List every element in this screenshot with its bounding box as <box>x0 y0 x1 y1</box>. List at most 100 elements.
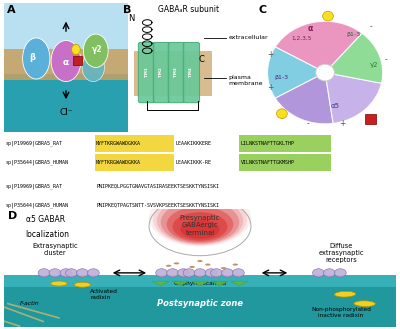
Text: LILNKSTNAFTTGKLTHP: LILNKSTNAFTTGKLTHP <box>240 141 294 146</box>
Text: sp|P35644|GBRA5_HUMAN: sp|P35644|GBRA5_HUMAN <box>6 160 69 165</box>
Text: Extrasynaptic
cluster: Extrasynaptic cluster <box>32 243 78 256</box>
Ellipse shape <box>83 34 108 67</box>
Ellipse shape <box>213 271 218 273</box>
Text: TM1: TM1 <box>144 68 148 77</box>
Ellipse shape <box>38 269 50 277</box>
Text: γ2: γ2 <box>370 62 378 68</box>
Ellipse shape <box>334 291 356 297</box>
Text: LEAAKIKKKERE: LEAAKIKKKERE <box>175 141 211 146</box>
Wedge shape <box>275 73 333 124</box>
Ellipse shape <box>60 269 72 277</box>
Bar <box>239 135 331 152</box>
Ellipse shape <box>51 281 67 286</box>
Ellipse shape <box>66 269 77 277</box>
Ellipse shape <box>197 260 203 262</box>
Ellipse shape <box>49 269 61 277</box>
Ellipse shape <box>166 265 171 267</box>
Text: sp|P35644|GBRA5_HUMAN: sp|P35644|GBRA5_HUMAN <box>6 202 69 208</box>
Wedge shape <box>325 73 382 123</box>
Ellipse shape <box>74 282 91 287</box>
Ellipse shape <box>72 44 80 55</box>
FancyBboxPatch shape <box>153 42 170 103</box>
Ellipse shape <box>222 269 233 277</box>
Text: α: α <box>63 58 69 67</box>
Text: TM3: TM3 <box>174 68 178 77</box>
Text: F-actin: F-actin <box>20 301 39 306</box>
Wedge shape <box>325 33 383 83</box>
Ellipse shape <box>232 269 244 277</box>
Text: LEAAKIKKK-RE: LEAAKIKKK-RE <box>175 160 211 165</box>
Text: +: + <box>339 119 346 128</box>
Ellipse shape <box>194 269 206 277</box>
Text: Activated
radixin: Activated radixin <box>90 290 118 300</box>
Text: Non-phosphorylated
inactive radixin: Non-phosphorylated inactive radixin <box>311 307 371 318</box>
Text: sp|P19969|GBRA5_RAT: sp|P19969|GBRA5_RAT <box>6 140 63 146</box>
Ellipse shape <box>183 269 195 277</box>
Bar <box>4 49 128 65</box>
Text: NYFTKRGWAWDGKKA: NYFTKRGWAWDGKKA <box>96 141 141 146</box>
Text: TM2: TM2 <box>160 68 164 77</box>
Ellipse shape <box>167 207 233 242</box>
Text: 1,2,3,5: 1,2,3,5 <box>292 36 312 40</box>
Text: α5: α5 <box>331 103 340 109</box>
Ellipse shape <box>324 269 335 277</box>
Bar <box>4 74 128 132</box>
Polygon shape <box>191 281 209 286</box>
Ellipse shape <box>157 197 243 244</box>
Ellipse shape <box>334 269 346 277</box>
Text: PNIPKEQLPGGTGNAVGTASIRASEEKTSESKKTYNSISKI: PNIPKEQLPGGTGNAVGTASIRASEEKTSESKKTYNSISK… <box>96 183 219 188</box>
Ellipse shape <box>174 262 179 265</box>
Text: sp|P19969|GBRA5_RAT: sp|P19969|GBRA5_RAT <box>6 183 63 189</box>
Ellipse shape <box>88 269 99 277</box>
Text: PNIPKEQTPAGTSNTT-SVSVKPSEEKTSESKKTYNSISKI: PNIPKEQTPAGTSNTT-SVSVKPSEEKTSESKKTYNSISK… <box>96 203 219 208</box>
Ellipse shape <box>22 38 50 79</box>
Polygon shape <box>172 281 189 286</box>
Text: -: - <box>306 119 309 128</box>
Text: VILNKSTNAFTTGKMSHP: VILNKSTNAFTTGKMSHP <box>240 160 294 165</box>
Ellipse shape <box>172 212 228 240</box>
Text: Cl⁻: Cl⁻ <box>59 108 73 117</box>
Ellipse shape <box>161 201 239 243</box>
Text: C: C <box>259 5 267 14</box>
Ellipse shape <box>232 264 238 266</box>
Bar <box>95 135 174 152</box>
Ellipse shape <box>205 264 210 266</box>
Ellipse shape <box>178 269 190 277</box>
Text: Postsynaptic zone: Postsynaptic zone <box>157 299 243 308</box>
Text: B: B <box>123 5 131 14</box>
Ellipse shape <box>190 266 195 268</box>
Ellipse shape <box>76 269 88 277</box>
Wedge shape <box>268 47 325 98</box>
Ellipse shape <box>354 301 375 307</box>
Bar <box>74 56 82 65</box>
Text: N: N <box>128 14 134 23</box>
Text: A: A <box>6 5 15 14</box>
Text: GABAₐR subunit: GABAₐR subunit <box>158 5 219 13</box>
Text: TM4: TM4 <box>190 68 194 77</box>
Ellipse shape <box>312 269 324 277</box>
Ellipse shape <box>180 220 220 239</box>
Ellipse shape <box>156 269 168 277</box>
Text: NYFTKRGWAWDGKKA: NYFTKRGWAWDGKKA <box>96 160 141 165</box>
Text: β1-3: β1-3 <box>275 75 289 80</box>
Text: plasma
membrane: plasma membrane <box>229 75 263 86</box>
Text: +: + <box>325 12 331 21</box>
Ellipse shape <box>167 269 178 277</box>
Text: β1-3: β1-3 <box>347 32 361 37</box>
FancyBboxPatch shape <box>138 42 155 103</box>
FancyBboxPatch shape <box>168 42 185 103</box>
Text: extracellular: extracellular <box>229 36 268 40</box>
Text: C: C <box>199 55 204 64</box>
Text: localization: localization <box>26 230 70 239</box>
Text: +: + <box>267 50 274 59</box>
Ellipse shape <box>82 53 104 82</box>
Text: Presynaptic
GABAergic
terminal: Presynaptic GABAergic terminal <box>180 215 220 236</box>
Text: α5 GABAR: α5 GABAR <box>26 215 65 224</box>
Ellipse shape <box>182 269 187 271</box>
Bar <box>4 275 396 327</box>
Ellipse shape <box>205 269 217 277</box>
Polygon shape <box>211 281 228 286</box>
Wedge shape <box>275 21 362 73</box>
Text: +: + <box>267 84 274 92</box>
Bar <box>366 114 376 124</box>
